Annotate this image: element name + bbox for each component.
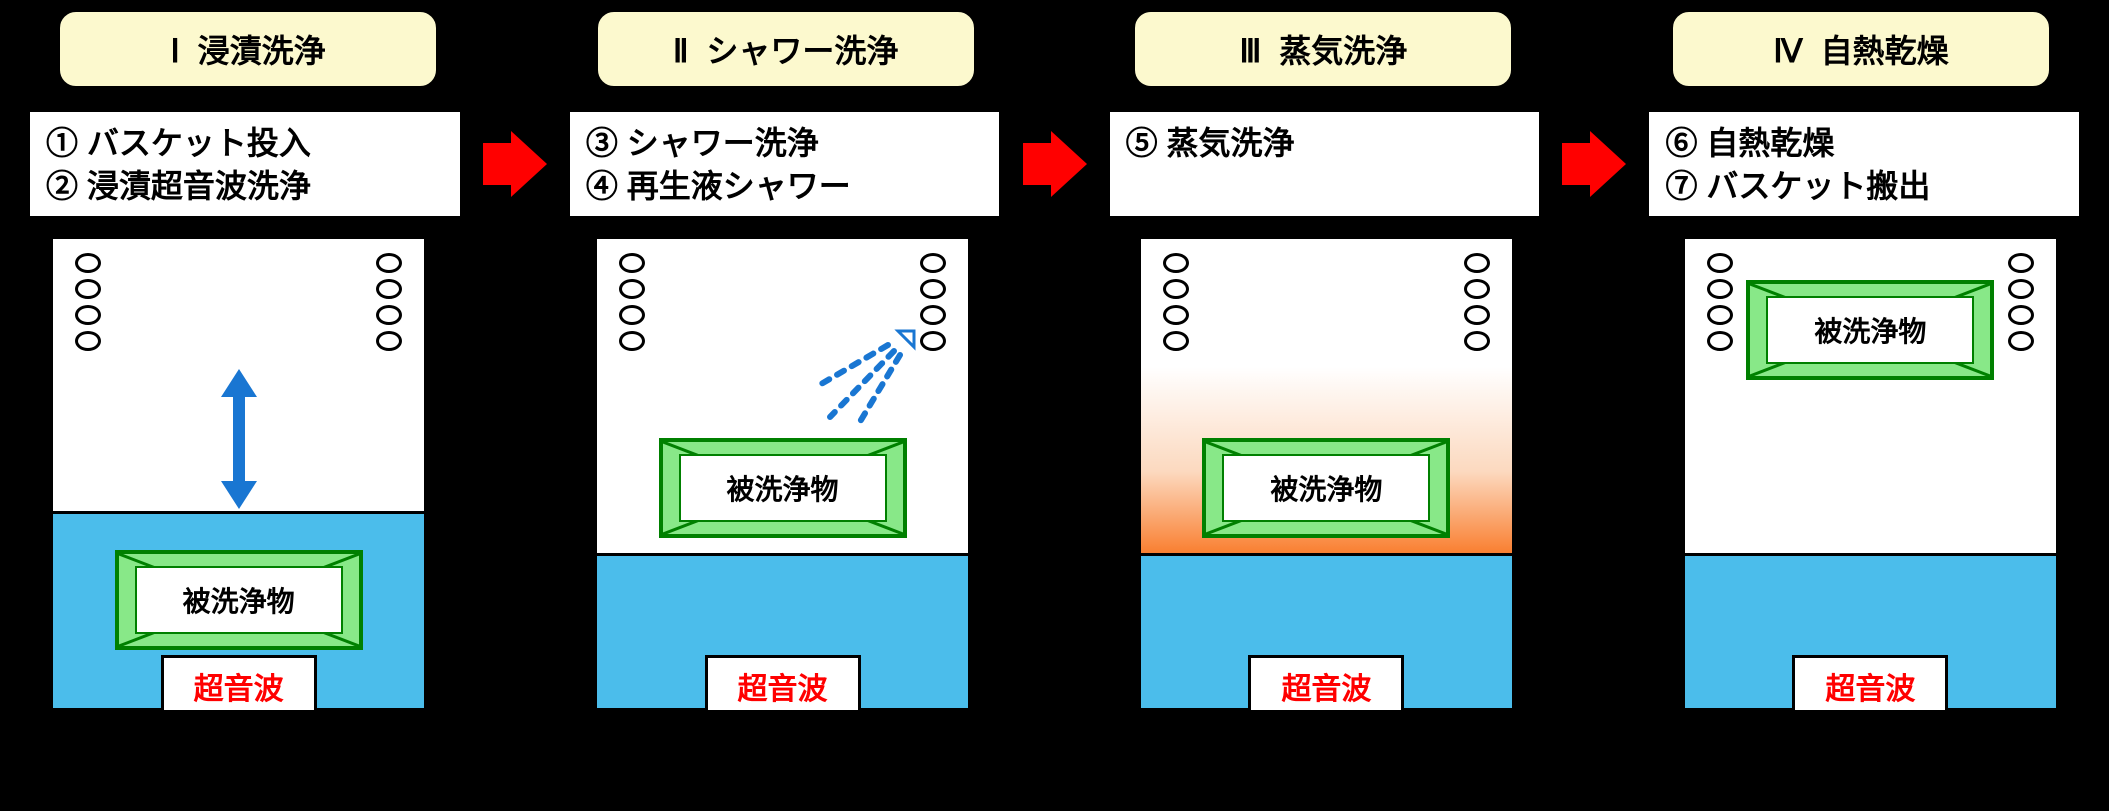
ultrasonic-label: 超音波 [705,655,861,710]
step-text: ① バスケット投入 [46,122,444,165]
nozzle-icon [376,305,402,325]
step-text: ② 浸漬超音波洗浄 [46,165,444,208]
step-text: ⑦ バスケット搬出 [1665,165,2063,208]
diagram-stage-1: 被洗浄物 超音波 [50,236,427,711]
flow-arrow-1 [462,131,568,197]
step-text: ④ 再生液シャワー [586,165,984,208]
diagrams-row: 被洗浄物 超音波 [10,236,2099,711]
nozzle-icon [376,331,402,351]
nozzle-icon [376,253,402,273]
basket-label: 被洗浄物 [1222,454,1430,522]
nozzle-icon [1707,279,1733,299]
nozzle-icon [376,279,402,299]
nozzle-icon [75,331,101,351]
spacer [1000,49,1108,50]
stage-title-text: Ⅳ [1773,33,1803,69]
updown-arrow-icon [219,369,259,509]
stage-title-text: Ⅲ [1239,33,1261,69]
stage-title-text: シャワー洗浄 [706,33,898,69]
nozzle-col-right [920,253,946,351]
nozzle-icon [1163,305,1189,325]
basket: 被洗浄物 [115,550,363,650]
nozzle-icon [75,253,101,273]
nozzles [53,253,424,351]
nozzle-icon [1464,253,1490,273]
spacer [1515,236,1682,237]
arrow-right-icon [1562,131,1626,197]
ultrasonic-label: 超音波 [1792,655,1948,710]
ultrasonic-label: 超音波 [1248,655,1404,710]
nozzle-col-right [2008,253,2034,351]
stage-title-2: Ⅱ シャワー洗浄 [596,10,976,88]
steps-box-2: ③ シャワー洗浄 ④ 再生液シャワー [568,110,1002,218]
nozzle-icon [619,279,645,299]
nozzle-icon [75,279,101,299]
nozzle-icon [1707,305,1733,325]
steps-box-4: ⑥ 自熱乾燥 ⑦ バスケット搬出 [1647,110,2081,218]
diagram-stage-4: 被洗浄物 超音波 [1682,236,2059,711]
nozzle-icon [619,253,645,273]
stage-title-text: Ⅱ [673,33,689,69]
nozzle-icon [920,331,946,351]
nozzle-icon [1464,305,1490,325]
stage-title-1: Ⅰ 浸漬洗浄 [58,10,438,88]
diagram-stage-3: 被洗浄物 超音波 [1138,236,1515,711]
nozzle-icon [920,253,946,273]
basket: 被洗浄物 [1202,438,1450,538]
nozzle-icon [619,305,645,325]
nozzle-icon [1707,331,1733,351]
nozzle-col-left [75,253,101,351]
stage-title-text: Ⅰ [170,33,179,69]
nozzle-col-right [376,253,402,351]
nozzle-icon [2008,305,2034,325]
basket: 被洗浄物 [659,438,907,538]
nozzle-icon [1707,253,1733,273]
basket-label: 被洗浄物 [679,454,887,522]
stage-title-text: 浸漬洗浄 [198,33,326,69]
steps-box-3: ⑤ 蒸気洗浄 [1108,110,1542,218]
steps-box-1: ① バスケット投入 ② 浸漬超音波洗浄 [28,110,462,218]
steps-row: ① バスケット投入 ② 浸漬超音波洗浄 ③ シャワー洗浄 ④ 再生液シャワー ⑤… [10,110,2099,218]
nozzle-col-right [1464,253,1490,351]
spacer [463,49,571,50]
diagram-stage-2: 被洗浄物 超音波 [594,236,971,711]
nozzle-col-left [1707,253,1733,351]
nozzle-icon [1163,253,1189,273]
spacer [1538,49,1646,50]
ultrasonic-label: 超音波 [161,655,317,710]
basket-label: 被洗浄物 [135,566,343,634]
nozzle-icon [2008,253,2034,273]
nozzle-col-left [1163,253,1189,351]
nozzle-icon [920,305,946,325]
nozzle-icon [2008,279,2034,299]
nozzle-icon [619,331,645,351]
spray-icon [810,325,920,435]
flow-arrow-3 [1541,131,1647,197]
arrow-right-icon [483,131,547,197]
nozzle-icon [1464,331,1490,351]
nozzle-icon [1163,331,1189,351]
nozzle-icon [1464,279,1490,299]
step-text: ③ シャワー洗浄 [586,122,984,165]
titles-row: Ⅰ 浸漬洗浄 Ⅱ シャワー洗浄 Ⅲ 蒸気洗浄 Ⅳ 自熱乾燥 [10,10,2099,88]
step-text: ⑤ 蒸気洗浄 [1126,122,1524,165]
basket: 被洗浄物 [1746,280,1994,380]
spacer [971,236,1138,237]
basket-label: 被洗浄物 [1766,296,1974,364]
flow-arrow-2 [1001,131,1107,197]
nozzle-icon [75,305,101,325]
stage-title-3: Ⅲ 蒸気洗浄 [1133,10,1513,88]
stage-title-text: 自熱乾燥 [1821,33,1949,69]
stage-title-text: 蒸気洗浄 [1279,33,1407,69]
nozzle-icon [2008,331,2034,351]
nozzle-icon [920,279,946,299]
stage-title-4: Ⅳ 自熱乾燥 [1671,10,2051,88]
step-text: ⑥ 自熱乾燥 [1665,122,2063,165]
nozzle-col-left [619,253,645,351]
arrow-right-icon [1023,131,1087,197]
spacer [427,236,594,237]
nozzles [1141,253,1512,351]
nozzle-icon [1163,279,1189,299]
